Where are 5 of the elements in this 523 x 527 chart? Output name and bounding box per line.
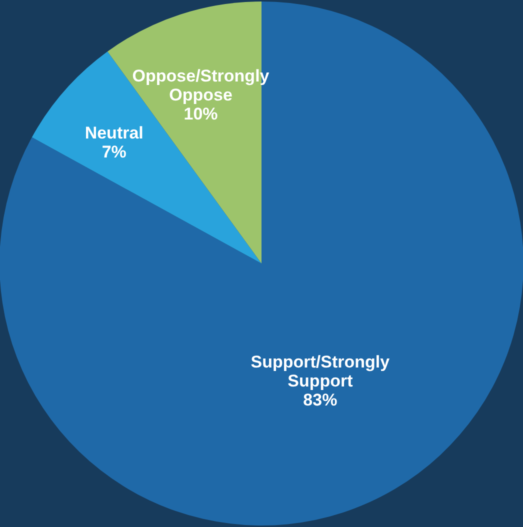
data-label: 10% [184,104,218,124]
data-label: 7% [102,142,126,162]
slice-label: Neutral [84,124,144,143]
data-label: 83% [303,390,338,410]
slice-label: Support/Strongly Support [250,352,390,391]
